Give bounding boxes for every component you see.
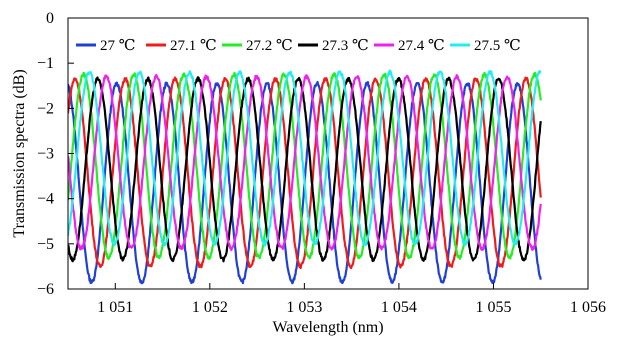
series-line xyxy=(68,73,542,252)
legend-label: 27.5 ℃ xyxy=(474,38,521,54)
x-axis: 1 051 1 052 1 053 1 054 1 055 1 056 xyxy=(97,283,606,316)
y-axis-title: Transmission spectra (dB) xyxy=(11,69,28,237)
y-tick-label: −3 xyxy=(37,146,54,163)
legend-label: 27.3 ℃ xyxy=(322,38,369,54)
x-tick-label: 1 054 xyxy=(381,299,417,316)
y-tick-label: −6 xyxy=(37,281,54,298)
legend-label: 27 ℃ xyxy=(100,38,136,54)
legend-label: 27.2 ℃ xyxy=(246,38,293,54)
series-line xyxy=(68,76,542,263)
x-tick-label: 1 051 xyxy=(97,299,133,316)
legend: 27 ℃ 27.1 ℃ 27.2 ℃ 27.3 ℃ 27.4 ℃ 27.5 ℃ xyxy=(76,38,521,54)
x-tick-label: 1 052 xyxy=(192,299,228,316)
series-line xyxy=(68,69,542,247)
legend-label: 27.4 ℃ xyxy=(398,38,445,54)
series-line xyxy=(68,71,542,261)
y-tick-label: −5 xyxy=(37,236,54,253)
y-tick-label: −1 xyxy=(37,55,54,72)
x-axis-title: Wavelength (nm) xyxy=(272,319,383,336)
y-axis: 0 −1 −2 −3 −4 −5 −6 xyxy=(37,10,74,298)
x-tick-label: 1 055 xyxy=(475,299,511,316)
y-tick-label: −2 xyxy=(37,100,54,117)
series-layer xyxy=(68,69,542,285)
legend-label: 27.1 ℃ xyxy=(170,38,217,54)
y-tick-label: −4 xyxy=(37,191,54,208)
x-tick-label: 1 056 xyxy=(570,299,606,316)
x-tick-label: 1 053 xyxy=(286,299,322,316)
y-tick-label: 0 xyxy=(46,10,54,27)
